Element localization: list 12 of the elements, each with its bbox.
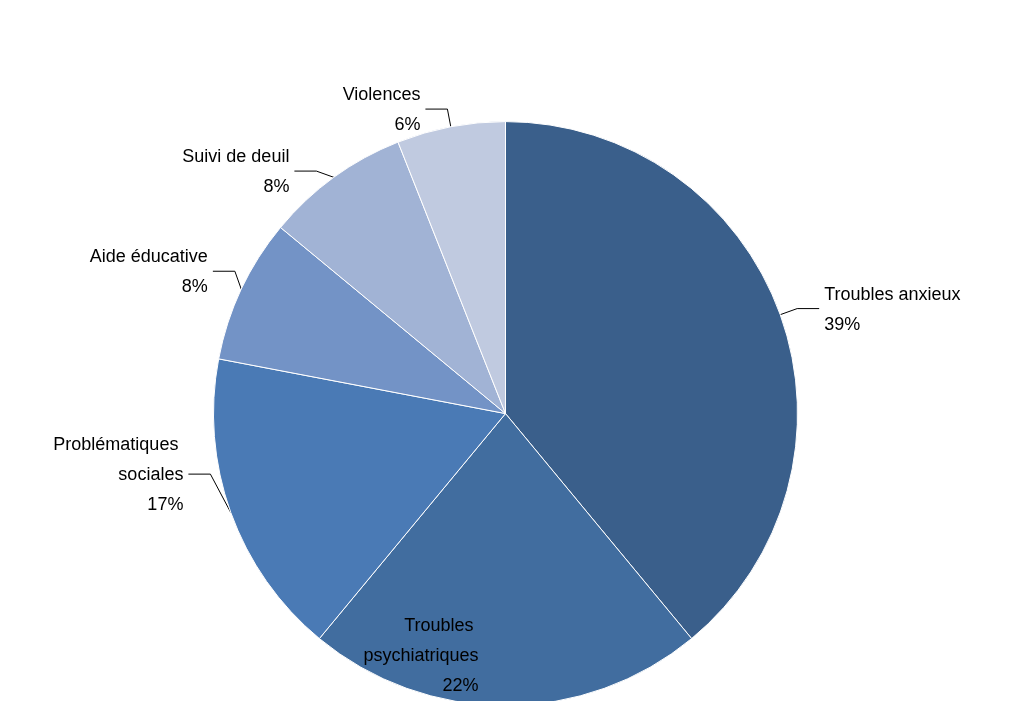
slice-label: Problématiques sociales [53,434,184,485]
slice-label: Aide éducative [89,246,208,267]
slice-label: Suivi de deuil [182,146,290,167]
slice-label: Troubles psychiatriques [363,615,479,665]
data-label: 22% [442,675,479,695]
data-label: 17% [147,494,184,515]
slice-label: Troubles anxieux [824,283,961,304]
data-label: 6% [394,114,421,135]
data-label: 39% [824,313,861,334]
data-label: 8% [181,276,208,297]
data-label: 8% [263,176,290,197]
slice-label: Violences [342,84,421,105]
